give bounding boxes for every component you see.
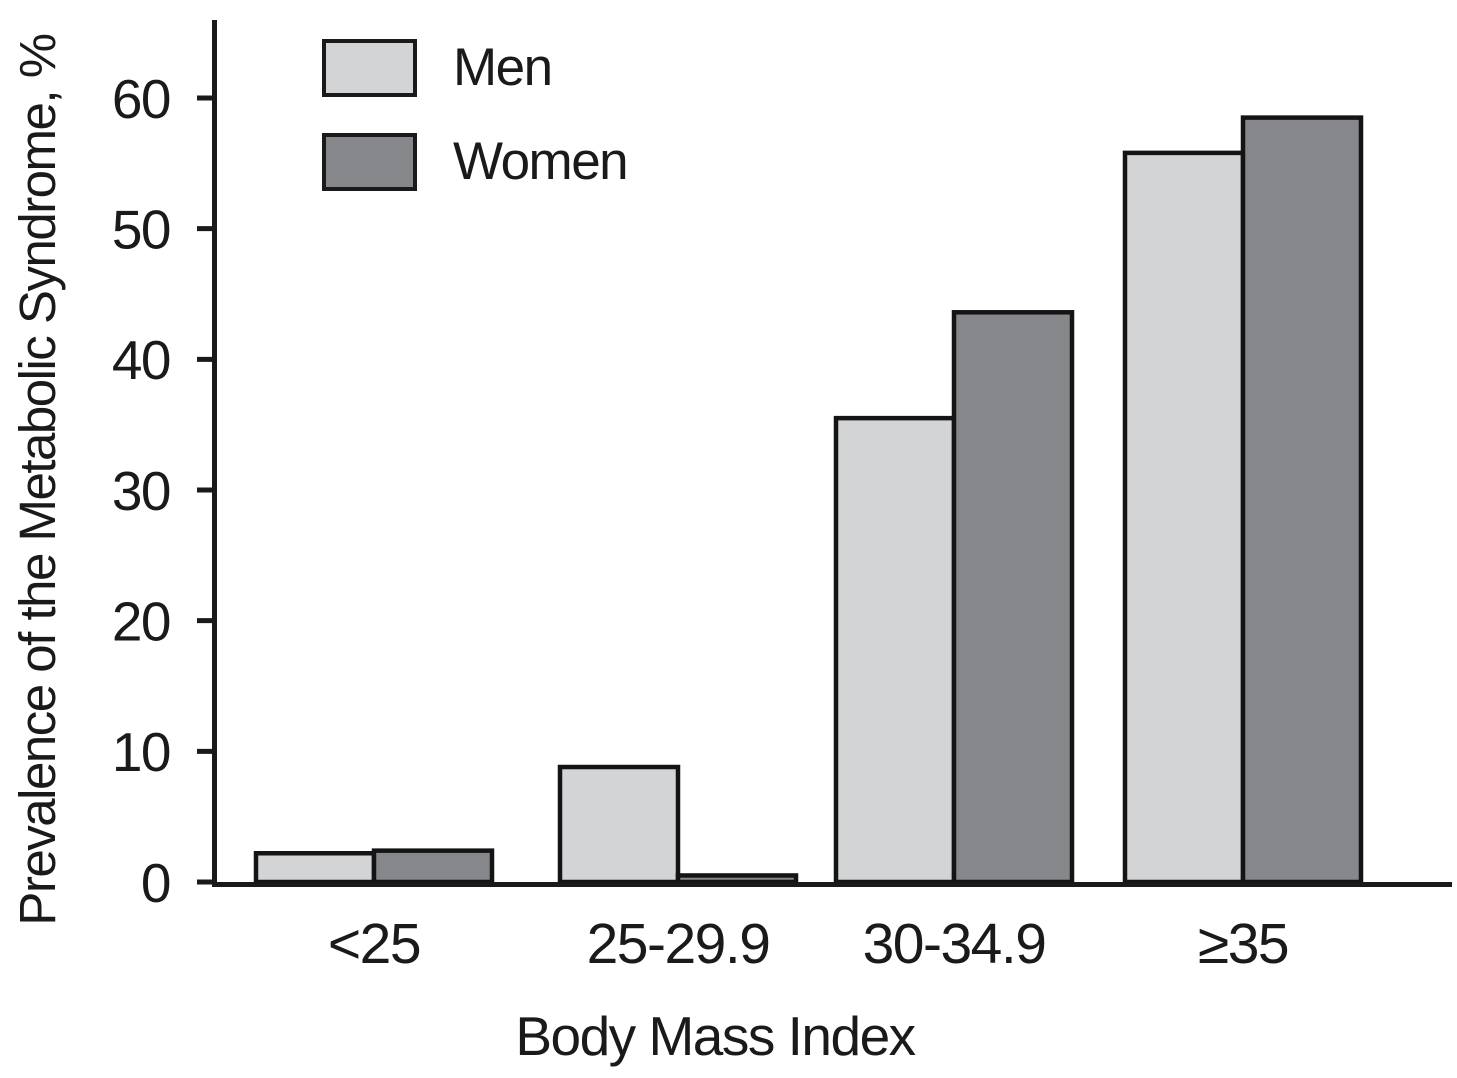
bar-men-3 bbox=[1122, 150, 1246, 885]
y-tick-label-20: 20 bbox=[112, 590, 170, 652]
x-category-label-0: <25 bbox=[328, 912, 420, 976]
legend-swatch-women-icon bbox=[322, 132, 417, 191]
bar-women-1 bbox=[675, 873, 799, 885]
x-axis-title: Body Mass Index bbox=[515, 1005, 916, 1067]
bar-women-3 bbox=[1240, 115, 1364, 885]
y-tick-label-40: 40 bbox=[112, 329, 170, 391]
y-tick-label-10: 10 bbox=[112, 721, 170, 783]
y-tick-label-50: 50 bbox=[112, 198, 170, 260]
legend-label-men: Men bbox=[453, 38, 553, 97]
x-category-label-1: 25-29.9 bbox=[587, 912, 770, 976]
y-tick-label-60: 60 bbox=[112, 68, 170, 130]
y-tick-label-30: 30 bbox=[112, 460, 170, 522]
legend-item-women: Women bbox=[322, 131, 629, 192]
bar-men-0 bbox=[253, 851, 377, 885]
x-category-label-2: 30-34.9 bbox=[863, 912, 1046, 976]
legend-label-women: Women bbox=[453, 132, 629, 191]
bar-women-0 bbox=[371, 848, 495, 885]
legend-item-men: Men bbox=[322, 37, 627, 98]
x-category-label-3: ≥35 bbox=[1198, 912, 1288, 976]
bar-women-2 bbox=[951, 310, 1075, 885]
bar-men-2 bbox=[833, 415, 957, 885]
legend-swatch-men-icon bbox=[322, 38, 417, 97]
bar-men-1 bbox=[557, 764, 681, 885]
y-tick-label-0: 0 bbox=[141, 852, 170, 914]
y-axis-title: Prevalence of the Metabolic Syndrome, % bbox=[9, 34, 66, 926]
legend: Men Women bbox=[322, 37, 629, 225]
